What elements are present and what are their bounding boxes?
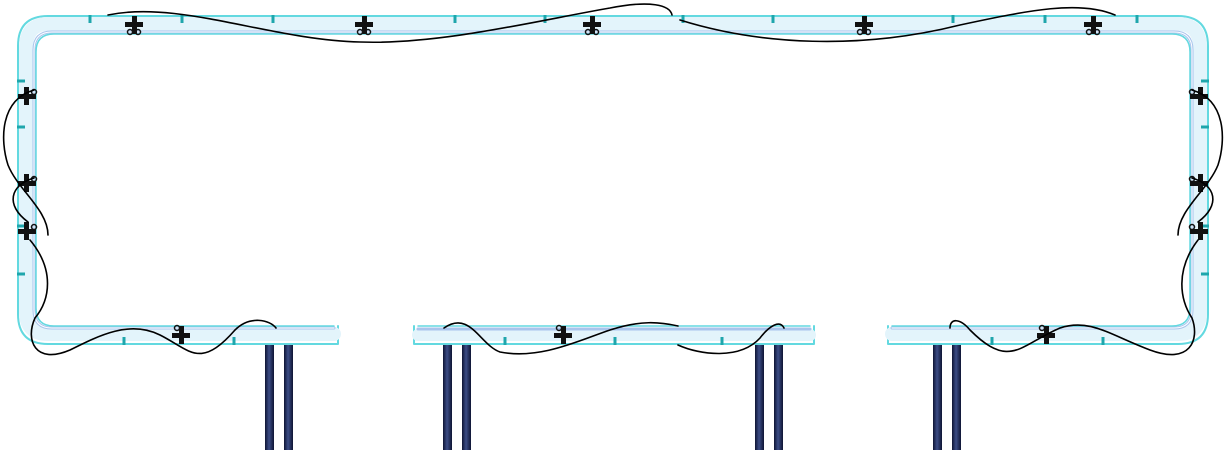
clamp-icon xyxy=(125,16,143,36)
clamp-icon xyxy=(355,16,373,36)
support-leg xyxy=(755,343,764,450)
cable-segment xyxy=(1191,177,1214,223)
support-legs xyxy=(265,343,961,450)
support-leg xyxy=(284,343,293,450)
cable-segment xyxy=(679,6,1116,43)
support-leg xyxy=(952,343,961,450)
cable-segment xyxy=(949,239,1199,356)
track-channel-line xyxy=(33,31,1193,329)
clamp-icon xyxy=(583,16,601,36)
cable-segment xyxy=(12,177,35,223)
track-channel xyxy=(19,17,1207,341)
support-leg xyxy=(933,343,942,450)
clamp-icon xyxy=(554,324,572,344)
track-channel-line xyxy=(32,30,1194,330)
track-outer-edge xyxy=(17,15,1209,345)
cable-segment xyxy=(29,239,277,356)
cable-segment xyxy=(107,3,673,44)
cable-segment xyxy=(443,321,679,355)
clamps xyxy=(18,16,1208,344)
support-leg xyxy=(774,343,783,450)
clamp-icon xyxy=(172,324,190,344)
track-inner-edge xyxy=(35,33,1191,327)
clamp-icon xyxy=(1084,16,1102,36)
support-leg xyxy=(462,343,471,450)
cable xyxy=(2,3,1224,356)
track-ticks xyxy=(17,15,1209,345)
clamp-icon xyxy=(855,16,873,36)
support-leg xyxy=(443,343,452,450)
clamp-icon xyxy=(18,222,38,240)
frame-track xyxy=(17,15,1209,345)
support-leg xyxy=(265,343,274,450)
cable-segment xyxy=(1177,89,1224,236)
cable-segment xyxy=(677,323,785,355)
clamp-icon xyxy=(1188,222,1208,240)
cable-segment xyxy=(2,89,49,236)
